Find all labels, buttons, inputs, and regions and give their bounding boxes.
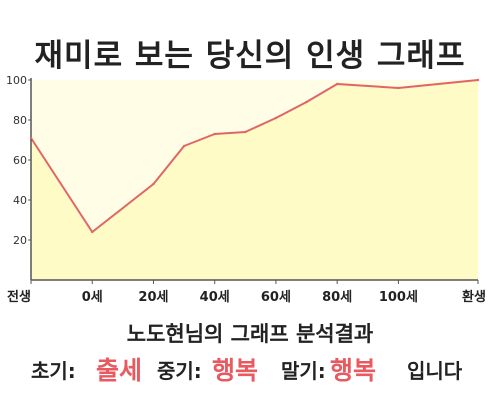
x-tick-label-8: 환생: [462, 289, 486, 305]
data-point-9: [335, 82, 339, 86]
data-point-10: [397, 86, 400, 90]
analysis-subtitle: 노도현님의 그래프 분석결과: [126, 322, 374, 346]
y-tick-label-40: 40: [13, 194, 27, 207]
axis-layer: [28, 78, 479, 284]
x-tick-label-1: 전생: [7, 289, 31, 305]
data-point-6: [244, 130, 247, 134]
y-tick-label-20: 20: [13, 234, 27, 247]
analysis-summary: 초기: 출세 중기: 행복 말기: 행복 입니다: [0, 350, 500, 385]
y-tick-labels: 20 40 60 80 100: [6, 74, 27, 247]
data-point-5: [213, 132, 216, 136]
middle-label: 중기:: [157, 359, 202, 383]
x-tick-label-4: 40세: [200, 290, 230, 305]
data-point-2: [91, 230, 94, 234]
chart-title: 재미로 보는 당신의 인생 그래프: [34, 38, 466, 74]
data-point-1: [29, 136, 33, 140]
x-tick-label-3: 20세: [138, 290, 168, 305]
middle-value: 행복: [212, 356, 259, 385]
y-tick-label-100: 100: [6, 74, 27, 87]
life-graph-chart: 20 40 60 80 100 전생 0세 20세 40세 60세 80세 100세 환생: [6, 74, 486, 305]
data-point-3: [152, 182, 155, 186]
data-point-8: [305, 100, 308, 104]
early-label: 초기:: [31, 359, 76, 383]
x-tick-label-7: 100세: [379, 290, 418, 305]
late-label: 말기:: [281, 359, 326, 383]
x-tick-label-6: 80세: [322, 290, 352, 305]
data-point-4: [182, 144, 186, 148]
data-points: [29, 78, 480, 234]
late-value: 행복: [330, 356, 377, 385]
y-tick-label-60: 60: [13, 154, 27, 167]
x-tick-label-5: 60세: [261, 290, 291, 305]
early-value: 출세: [96, 356, 143, 385]
x-tick-label-2: 0세: [82, 290, 103, 305]
data-point-11: [476, 78, 480, 82]
area-fill: [31, 80, 478, 280]
y-tick-label-80: 80: [13, 114, 27, 127]
data-point-7: [274, 116, 278, 120]
ending-text: 입니다: [407, 359, 463, 383]
x-tick-labels: 전생 0세 20세 40세 60세 80세 100세 환생: [7, 289, 486, 305]
